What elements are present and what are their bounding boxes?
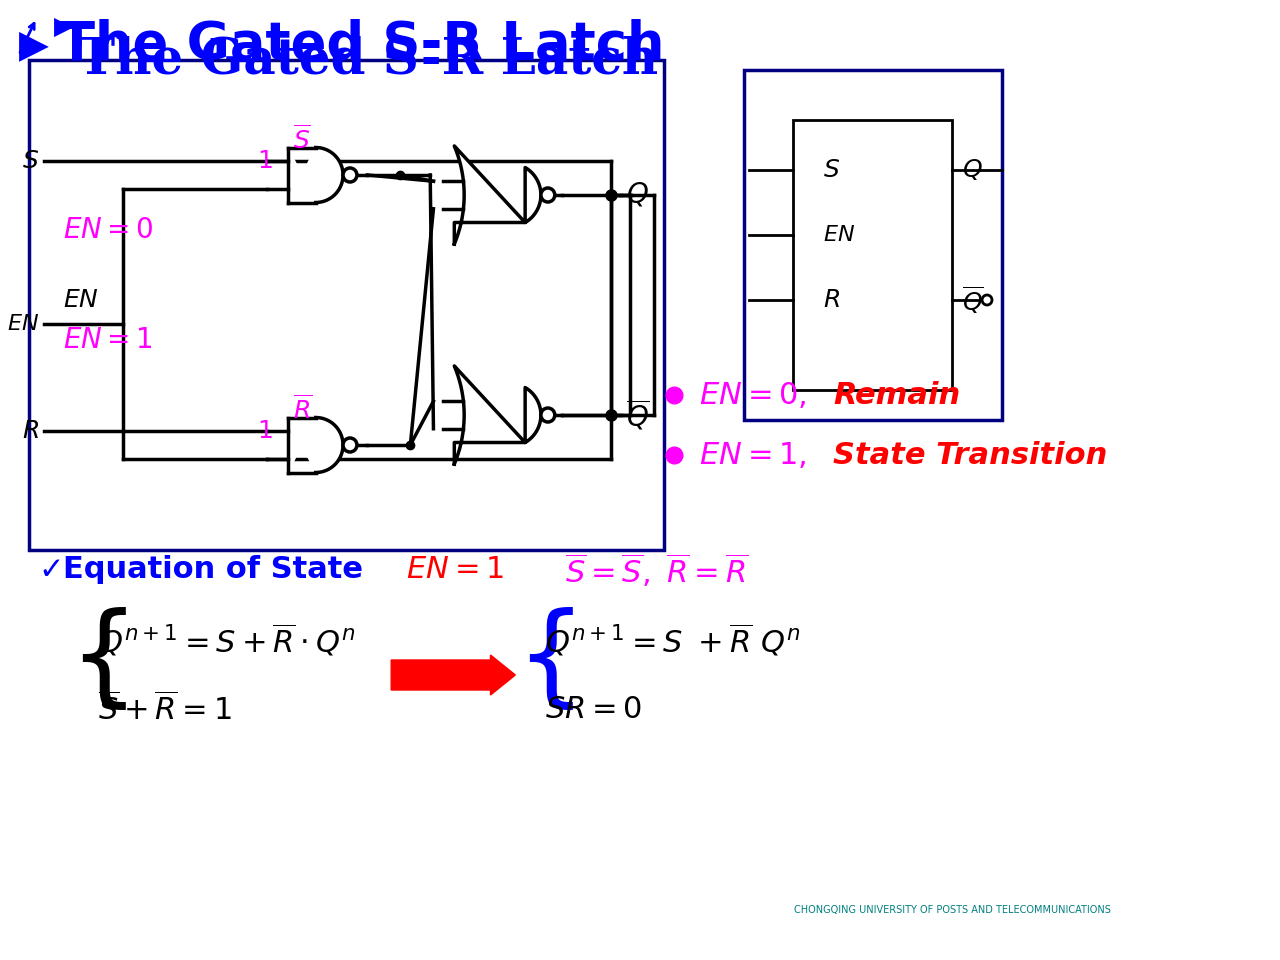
Text: ✓: ✓ xyxy=(38,556,64,585)
Text: $\overline{R}$: $\overline{R}$ xyxy=(293,395,312,423)
Text: $EN = 1$: $EN = 1$ xyxy=(406,556,504,585)
Circle shape xyxy=(982,295,992,305)
FancyArrow shape xyxy=(392,655,516,695)
Text: 1: 1 xyxy=(257,149,273,173)
Polygon shape xyxy=(454,366,541,464)
Text: Remain: Remain xyxy=(833,380,960,410)
Circle shape xyxy=(541,408,554,422)
Polygon shape xyxy=(288,418,343,472)
Text: CHONGQING UNIVERSITY OF POSTS AND TELECOMMUNICATIONS: CHONGQING UNIVERSITY OF POSTS AND TELECO… xyxy=(794,905,1111,915)
Circle shape xyxy=(343,168,357,182)
Text: $\overline{S}$: $\overline{S}$ xyxy=(293,124,311,154)
Text: State Transition: State Transition xyxy=(833,441,1107,469)
Circle shape xyxy=(541,188,554,202)
Text: $EN=1$: $EN=1$ xyxy=(64,326,152,354)
Text: $Q$: $Q$ xyxy=(626,181,649,209)
Text: $R$: $R$ xyxy=(22,420,38,444)
Text: $EN$: $EN$ xyxy=(6,314,38,334)
Text: $SR = 0$: $SR = 0$ xyxy=(545,695,643,725)
Text: $\overline{S} + \overline{R} = 1$: $\overline{S} + \overline{R} = 1$ xyxy=(99,693,232,727)
Text: The Gated S-R Latch: The Gated S-R Latch xyxy=(59,19,664,71)
Text: $EN=1,$: $EN=1,$ xyxy=(699,440,806,470)
Bar xyxy=(794,120,952,390)
Polygon shape xyxy=(454,146,541,244)
Text: ▶: ▶ xyxy=(54,15,73,39)
Circle shape xyxy=(343,438,357,452)
Text: $EN$: $EN$ xyxy=(64,288,100,312)
Text: $\overline{Q}$: $\overline{Q}$ xyxy=(963,284,984,316)
Text: ▶: ▶ xyxy=(19,26,49,64)
Text: $S$: $S$ xyxy=(22,149,38,173)
Text: $EN=0$: $EN=0$ xyxy=(64,216,154,244)
Bar xyxy=(28,60,664,550)
Text: $\{$: $\{$ xyxy=(516,607,575,713)
Text: $EN$: $EN$ xyxy=(823,225,855,245)
Text: Equation of State: Equation of State xyxy=(64,556,364,585)
Text: $Q^{n+1} = S + \overline{R} \cdot Q^n$: $Q^{n+1} = S + \overline{R} \cdot Q^n$ xyxy=(99,622,356,659)
Text: $\overline{Q}$: $\overline{Q}$ xyxy=(626,397,650,432)
Text: $Q$: $Q$ xyxy=(963,157,983,182)
Text: The Gated S-R Latch: The Gated S-R Latch xyxy=(78,36,658,84)
Bar xyxy=(744,70,1002,420)
Text: $\overline{S}=\overline{S},\ \overline{R}=\overline{R}$: $\overline{S}=\overline{S},\ \overline{R… xyxy=(564,551,749,588)
Text: $EN=0,$: $EN=0,$ xyxy=(699,380,806,410)
Text: $Q^{n+1} = S \ + \overline{R} \ Q^n$: $Q^{n+1} = S \ + \overline{R} \ Q^n$ xyxy=(545,622,801,659)
Text: $S$: $S$ xyxy=(823,158,840,182)
Text: 1: 1 xyxy=(257,420,273,444)
Text: $\{$: $\{$ xyxy=(68,607,127,713)
Polygon shape xyxy=(288,148,343,203)
Text: $R$: $R$ xyxy=(823,288,840,312)
